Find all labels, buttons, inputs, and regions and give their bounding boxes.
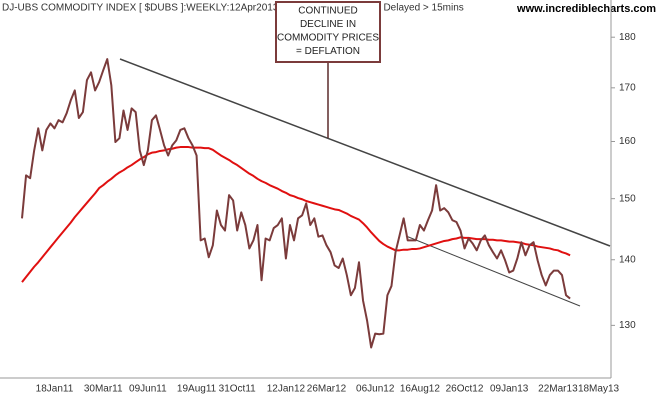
annotation-text: DECLINE IN [300, 19, 356, 30]
y-tick-label: 160 [619, 136, 636, 147]
x-tick-label: 31Oct11 [219, 384, 256, 395]
annotation-text: CONTINUED [298, 6, 357, 17]
x-tick-label: 30Mar11 [84, 384, 123, 395]
x-tick-label: 09Jan13 [490, 384, 529, 395]
chart-title: DJ-UBS COMMODITY INDEX [ $DUBS ]:WEEKLY:… [2, 3, 464, 14]
trend-line [119, 58, 611, 247]
x-tick-label: 26Mar12 [307, 384, 347, 395]
annotation-box [275, 1, 381, 63]
x-tick-label: 16Aug12 [400, 384, 440, 395]
y-tick-label: 130 [619, 320, 636, 331]
x-tick-label: 06Jun12 [356, 384, 395, 395]
x-tick-label: 26Oct12 [446, 384, 484, 395]
annotation-text: = DEFLATION [296, 46, 360, 57]
x-tick-label: 18May13 [578, 384, 620, 395]
y-tick-label: 180 [619, 32, 636, 43]
series-line [21, 146, 571, 283]
x-tick-label: 22Mar13 [538, 384, 578, 395]
x-tick-label: 18Jan11 [36, 384, 74, 395]
y-tick-label: 140 [619, 254, 636, 265]
x-tick-label: 09Jun11 [129, 384, 167, 395]
annotation: CONTINUED DECLINE IN COMMODITY PRICES = DEF… [277, 6, 379, 58]
y-tick-label: 150 [619, 193, 636, 204]
x-tick-label: 19Aug11 [177, 384, 217, 395]
x-tick-label: 12Jan12 [267, 384, 306, 395]
trend-line [405, 235, 581, 307]
source: www.incrediblecharts.com [516, 3, 656, 15]
series-line [21, 58, 571, 349]
y-tick-label: 170 [619, 82, 636, 93]
annotation-text: COMMODITY PRICES [277, 33, 379, 44]
